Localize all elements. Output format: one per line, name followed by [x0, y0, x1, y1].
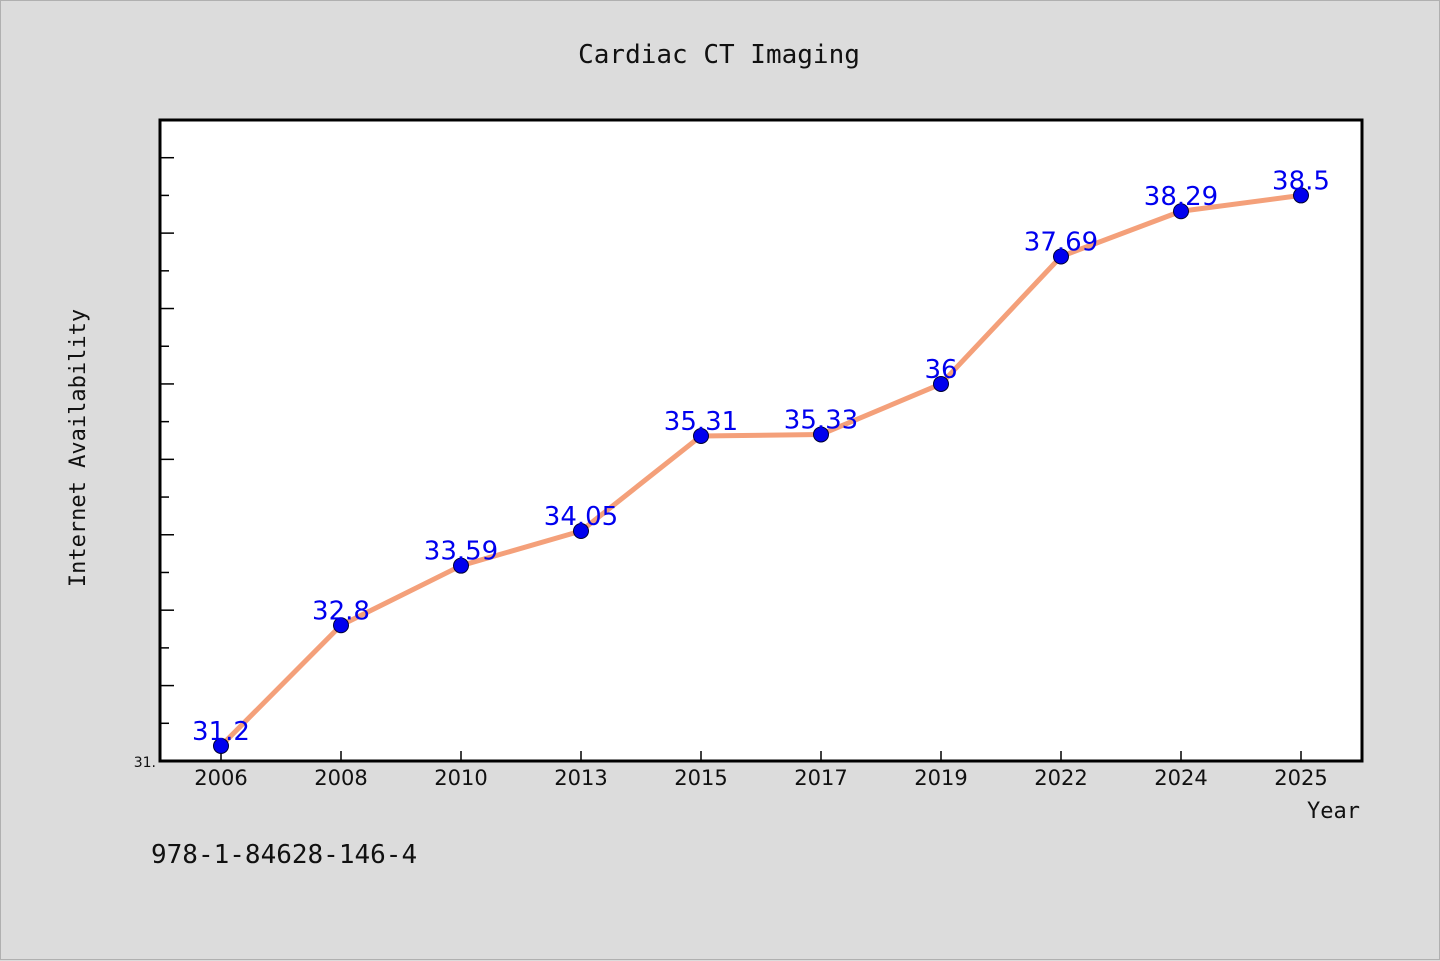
series-line — [219, 192, 1302, 748]
x-tick-label: 2019 — [914, 766, 967, 790]
y-axis-ticks: 31. — [134, 119, 174, 771]
x-axis-ticks: 2006 2008 2010 2013 2015 2017 2019 2022 2024 2025 — [194, 751, 1328, 790]
x-tick-label: 2010 — [434, 766, 487, 790]
data-label: 35.33 — [784, 405, 858, 435]
data-point — [573, 522, 589, 539]
data-label: 31.2 — [192, 717, 250, 747]
x-tick-label: 2025 — [1274, 766, 1327, 790]
chart-title: Cardiac CT Imaging — [578, 40, 860, 70]
data-point — [1053, 248, 1069, 265]
data-point — [933, 375, 949, 392]
data-label: 38.5 — [1272, 166, 1330, 196]
data-label: 34.05 — [544, 502, 618, 532]
data-point — [693, 427, 709, 444]
data-label: 35.31 — [664, 407, 738, 437]
data-label: 38.29 — [1144, 182, 1218, 212]
footnote-isbn: 978-1-84628-146-4 — [151, 840, 417, 870]
x-tick-label: 2006 — [194, 766, 247, 790]
x-tick-label: 2024 — [1154, 766, 1207, 790]
x-tick-label: 2022 — [1034, 766, 1087, 790]
data-point — [333, 617, 349, 634]
x-tick-label: 2017 — [794, 766, 847, 790]
plot-area — [158, 118, 1364, 763]
x-axis-label: Year — [1307, 799, 1360, 824]
data-label: 33.59 — [424, 537, 498, 567]
data-point — [1293, 187, 1309, 204]
data-point — [213, 737, 229, 754]
data-label: 36 — [924, 355, 957, 385]
data-labels: 31.2 32.8 33.59 34.05 35.31 35.33 36 37.69 38.29… — [192, 166, 1330, 747]
data-point — [1173, 203, 1189, 220]
x-tick-label: 2015 — [674, 766, 727, 790]
data-markers — [213, 187, 1309, 754]
data-label: 32.8 — [312, 596, 370, 626]
x-tick-label: 2013 — [554, 766, 607, 790]
data-point — [453, 557, 469, 574]
y-tick-label: 31. — [134, 755, 156, 771]
x-tick-label: 2008 — [314, 766, 367, 790]
data-point — [813, 426, 829, 443]
y-axis-label: Internet Availability — [66, 309, 91, 587]
data-label: 37.69 — [1024, 227, 1098, 257]
